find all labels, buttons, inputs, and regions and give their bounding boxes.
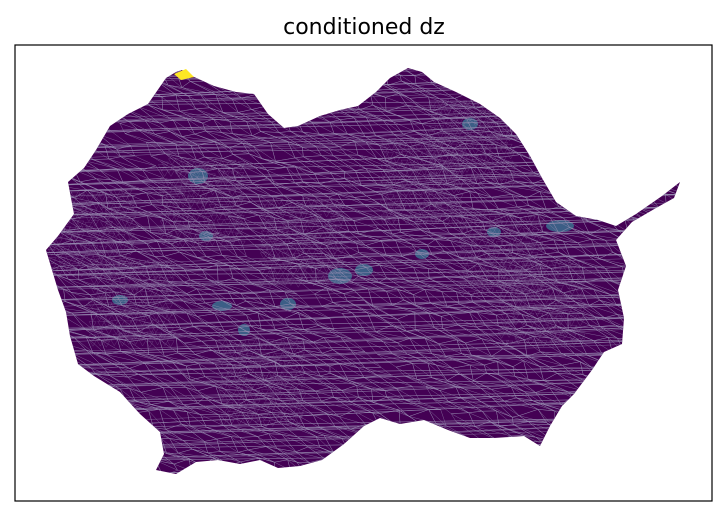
mesh-refinement-zone <box>497 258 587 348</box>
mesh-refinement-zone <box>157 158 246 248</box>
plot-frame <box>14 44 713 502</box>
chart-title: conditioned dz <box>283 15 445 40</box>
max-dz-cell <box>174 69 194 80</box>
mesh-refinement-zone <box>217 337 307 428</box>
mesh-refinement-zone <box>87 258 176 348</box>
mesh-refinement-zone <box>257 198 347 288</box>
mesh-refinement-zone <box>427 98 516 188</box>
mesh-refinement-zone <box>377 137 467 228</box>
